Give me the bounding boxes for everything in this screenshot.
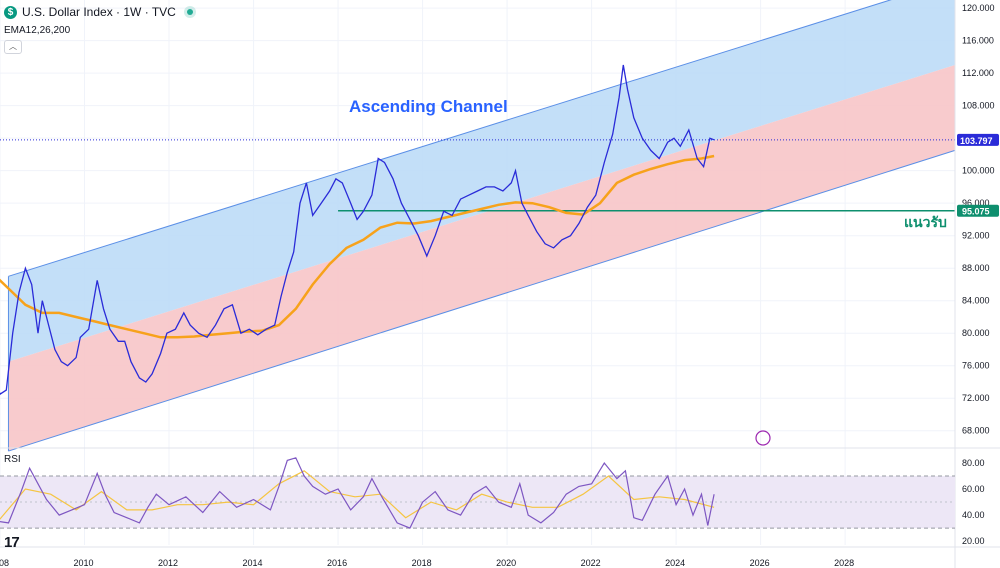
indicator-legend[interactable]: EMA12,26,200 [4,25,71,36]
price-tick-label: 96.000 [962,198,990,208]
price-tick-label: 116.000 [962,36,994,46]
price-tick-label: 108.000 [962,101,995,111]
time-tick-label: 2028 [834,558,854,568]
price-tick-label: 84.000 [962,296,990,306]
support-label: แนวรับ [904,214,947,230]
time-tick-label: 2022 [581,558,601,568]
live-dot-icon [186,9,193,15]
chart-header: $ U.S. Dollar Index · 1W · TVC [4,5,193,19]
channel-upper-zone [8,0,955,362]
last-price-badge [957,133,999,146]
price-tick-label: 80.000 [962,328,990,338]
rsi-legend[interactable]: RSI [4,454,21,465]
channel-upper-line [8,0,892,277]
price-line [0,64,715,395]
channel-lower-line [8,149,956,452]
price-tick-label: 100.000 [962,166,995,176]
price-tick-label: 120.000 [962,3,995,13]
price-tick-label: 92.000 [962,231,990,241]
time-tick-label: 2026 [750,558,770,568]
flash-icon [755,430,771,446]
time-tick-label: 2012 [158,558,178,568]
support-price-label: 95.075 [962,207,990,217]
dollar-logo-icon: $ [4,5,17,19]
time-tick-label: 2018 [412,558,432,568]
ema-line [0,154,715,339]
support-price-badge [957,204,999,217]
last-price-label: 103.797 [960,136,993,146]
collapse-arrow-icon[interactable]: ︿ [4,40,22,54]
rsi-tick-label: 40.00 [962,510,985,520]
time-tick-label: 2014 [243,558,263,568]
rsi-ma-line [0,470,715,520]
channel-label: Ascending Channel [349,97,508,116]
price-tick-label: 76.000 [962,361,990,371]
time-tick-label: 2010 [74,558,94,568]
price-tick-label: 68.000 [962,426,990,436]
rsi-tick-label: 60.00 [962,484,985,494]
price-tick-label: 112.000 [962,68,994,78]
time-tick-label: 2020 [496,558,516,568]
channel-lower-zone [8,65,955,452]
time-tick-label: 2024 [665,558,685,568]
rsi-tick-label: 80.00 [962,458,985,468]
tradingview-logo: 17 [4,534,20,551]
time-tick-label: 2016 [327,558,347,568]
price-tick-label: 72.000 [962,393,990,403]
symbol-title[interactable]: U.S. Dollar Index · 1W · TVC [22,5,176,19]
time-tick-label: 2008 [0,558,9,568]
rsi-tick-label: 20.00 [962,536,985,546]
price-tick-label: 88.000 [962,263,990,273]
rsi-line [0,457,715,529]
